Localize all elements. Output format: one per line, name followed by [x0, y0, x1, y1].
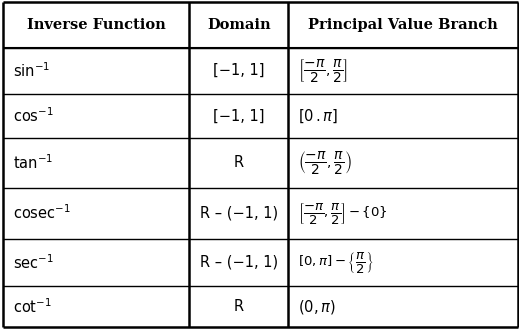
Text: [−1, 1]: [−1, 1]	[213, 109, 265, 123]
Text: $[0,\pi]-\left\{\dfrac{\pi}{2}\right\}$: $[0,\pi]-\left\{\dfrac{\pi}{2}\right\}$	[298, 250, 374, 275]
Text: Principal Value Branch: Principal Value Branch	[308, 18, 498, 32]
Text: $(0,\pi)$: $(0,\pi)$	[298, 298, 336, 316]
Text: [−1, 1]: [−1, 1]	[213, 63, 265, 78]
Text: $\left(\dfrac{-\pi}{2},\dfrac{\pi}{2}\right)$: $\left(\dfrac{-\pi}{2},\dfrac{\pi}{2}\ri…	[298, 149, 352, 176]
Text: Domain: Domain	[207, 18, 270, 32]
Text: $\mathrm{sin}^{-1}$: $\mathrm{sin}^{-1}$	[13, 62, 50, 80]
Text: $\left[\dfrac{-\pi}{2},\dfrac{\pi}{2}\right]$: $\left[\dfrac{-\pi}{2},\dfrac{\pi}{2}\ri…	[298, 57, 348, 84]
Text: $\mathrm{cosec}^{-1}$: $\mathrm{cosec}^{-1}$	[13, 204, 71, 222]
Text: $\mathrm{sec}^{-1}$: $\mathrm{sec}^{-1}$	[13, 253, 54, 272]
Text: Inverse Function: Inverse Function	[26, 18, 166, 32]
Text: R: R	[234, 155, 244, 170]
Text: $[0\,\text{.}\,\pi]$: $[0\,\text{.}\,\pi]$	[298, 107, 338, 125]
Text: R: R	[234, 299, 244, 314]
Text: $\left[\dfrac{-\pi}{2},\dfrac{\pi}{2}\right]-\{0\}$: $\left[\dfrac{-\pi}{2},\dfrac{\pi}{2}\ri…	[298, 201, 388, 225]
Text: R – (−1, 1): R – (−1, 1)	[200, 206, 278, 220]
Text: $\mathrm{tan}^{-1}$: $\mathrm{tan}^{-1}$	[13, 154, 53, 172]
Text: R – (−1, 1): R – (−1, 1)	[200, 255, 278, 270]
Text: $\mathrm{cot}^{-1}$: $\mathrm{cot}^{-1}$	[13, 297, 52, 316]
Text: $\mathrm{cos}^{-1}$: $\mathrm{cos}^{-1}$	[13, 107, 54, 125]
